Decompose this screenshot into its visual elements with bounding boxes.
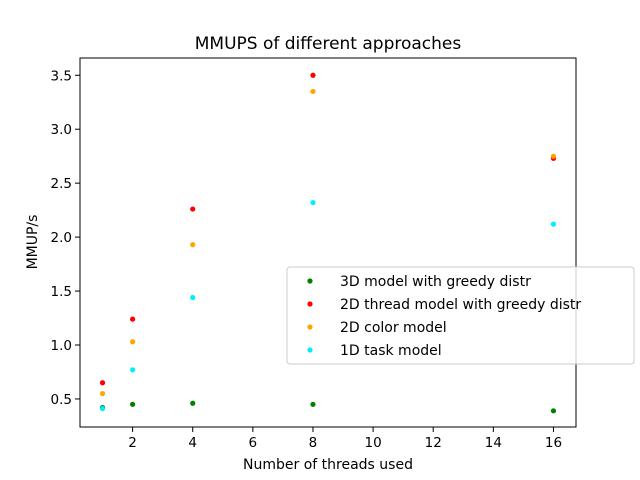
y-tick-label: 3.0: [51, 122, 72, 138]
data-point: [190, 400, 196, 406]
x-axis-label: Number of threads used: [243, 457, 413, 473]
data-point: [99, 406, 106, 412]
data-point: [190, 294, 196, 301]
legend-box: [286, 266, 635, 365]
data-point: [310, 199, 316, 206]
y-tick-label: 1.5: [51, 284, 72, 300]
legend-label: 3D model with greedy distr: [340, 274, 531, 290]
x-tick-label: 6: [249, 435, 258, 451]
data-point: [310, 72, 316, 78]
chart-title: MMUPS of different approaches: [195, 34, 462, 54]
data-point: [130, 367, 136, 373]
data-point: [99, 380, 106, 386]
data-point: [130, 401, 136, 407]
legend-marker: [307, 301, 313, 307]
x-tick-label: 14: [485, 435, 502, 451]
x-tick-label: 10: [364, 435, 381, 451]
x-tick-label: 12: [425, 435, 442, 451]
data-point: [550, 221, 557, 227]
y-tick-label: 2.0: [51, 230, 72, 246]
plot-area: [79, 57, 577, 428]
data-point: [99, 390, 106, 397]
legend-marker: [307, 324, 313, 330]
x-tick-label: 2: [128, 435, 137, 451]
x-tick-label: 8: [309, 435, 318, 451]
data-point: [130, 316, 136, 322]
data-point: [550, 408, 557, 414]
data-point: [310, 401, 316, 407]
legend-label: 1D task model: [340, 343, 442, 359]
data-point: [190, 206, 196, 212]
legend-label: 2D thread model with greedy distr: [340, 297, 581, 313]
legend-marker: [307, 278, 313, 284]
y-tick-label: 1.0: [51, 338, 72, 354]
legend-label: 2D color model: [340, 320, 447, 336]
data-point: [130, 339, 136, 345]
data-point: [190, 242, 196, 248]
y-tick-label: 3.5: [51, 68, 72, 84]
y-axis: 0.5 1.0 1.5 2.0 2.5 3.0 3.5: [51, 68, 80, 408]
data-point: [310, 88, 316, 95]
y-tick-label: 0.5: [51, 392, 72, 408]
y-axis-label: MMUP/s: [25, 215, 41, 270]
data-points: [99, 72, 557, 414]
x-axis: 2 4 6 8 10 12 14 16: [128, 427, 562, 451]
y-tick-label: 2.5: [51, 176, 72, 192]
x-tick-label: 16: [545, 435, 562, 451]
x-tick-label: 4: [188, 435, 197, 451]
legend-marker: [307, 347, 313, 353]
data-point: [550, 153, 557, 159]
legend: 3D model with greedy distr 2D thread mode…: [286, 266, 635, 365]
